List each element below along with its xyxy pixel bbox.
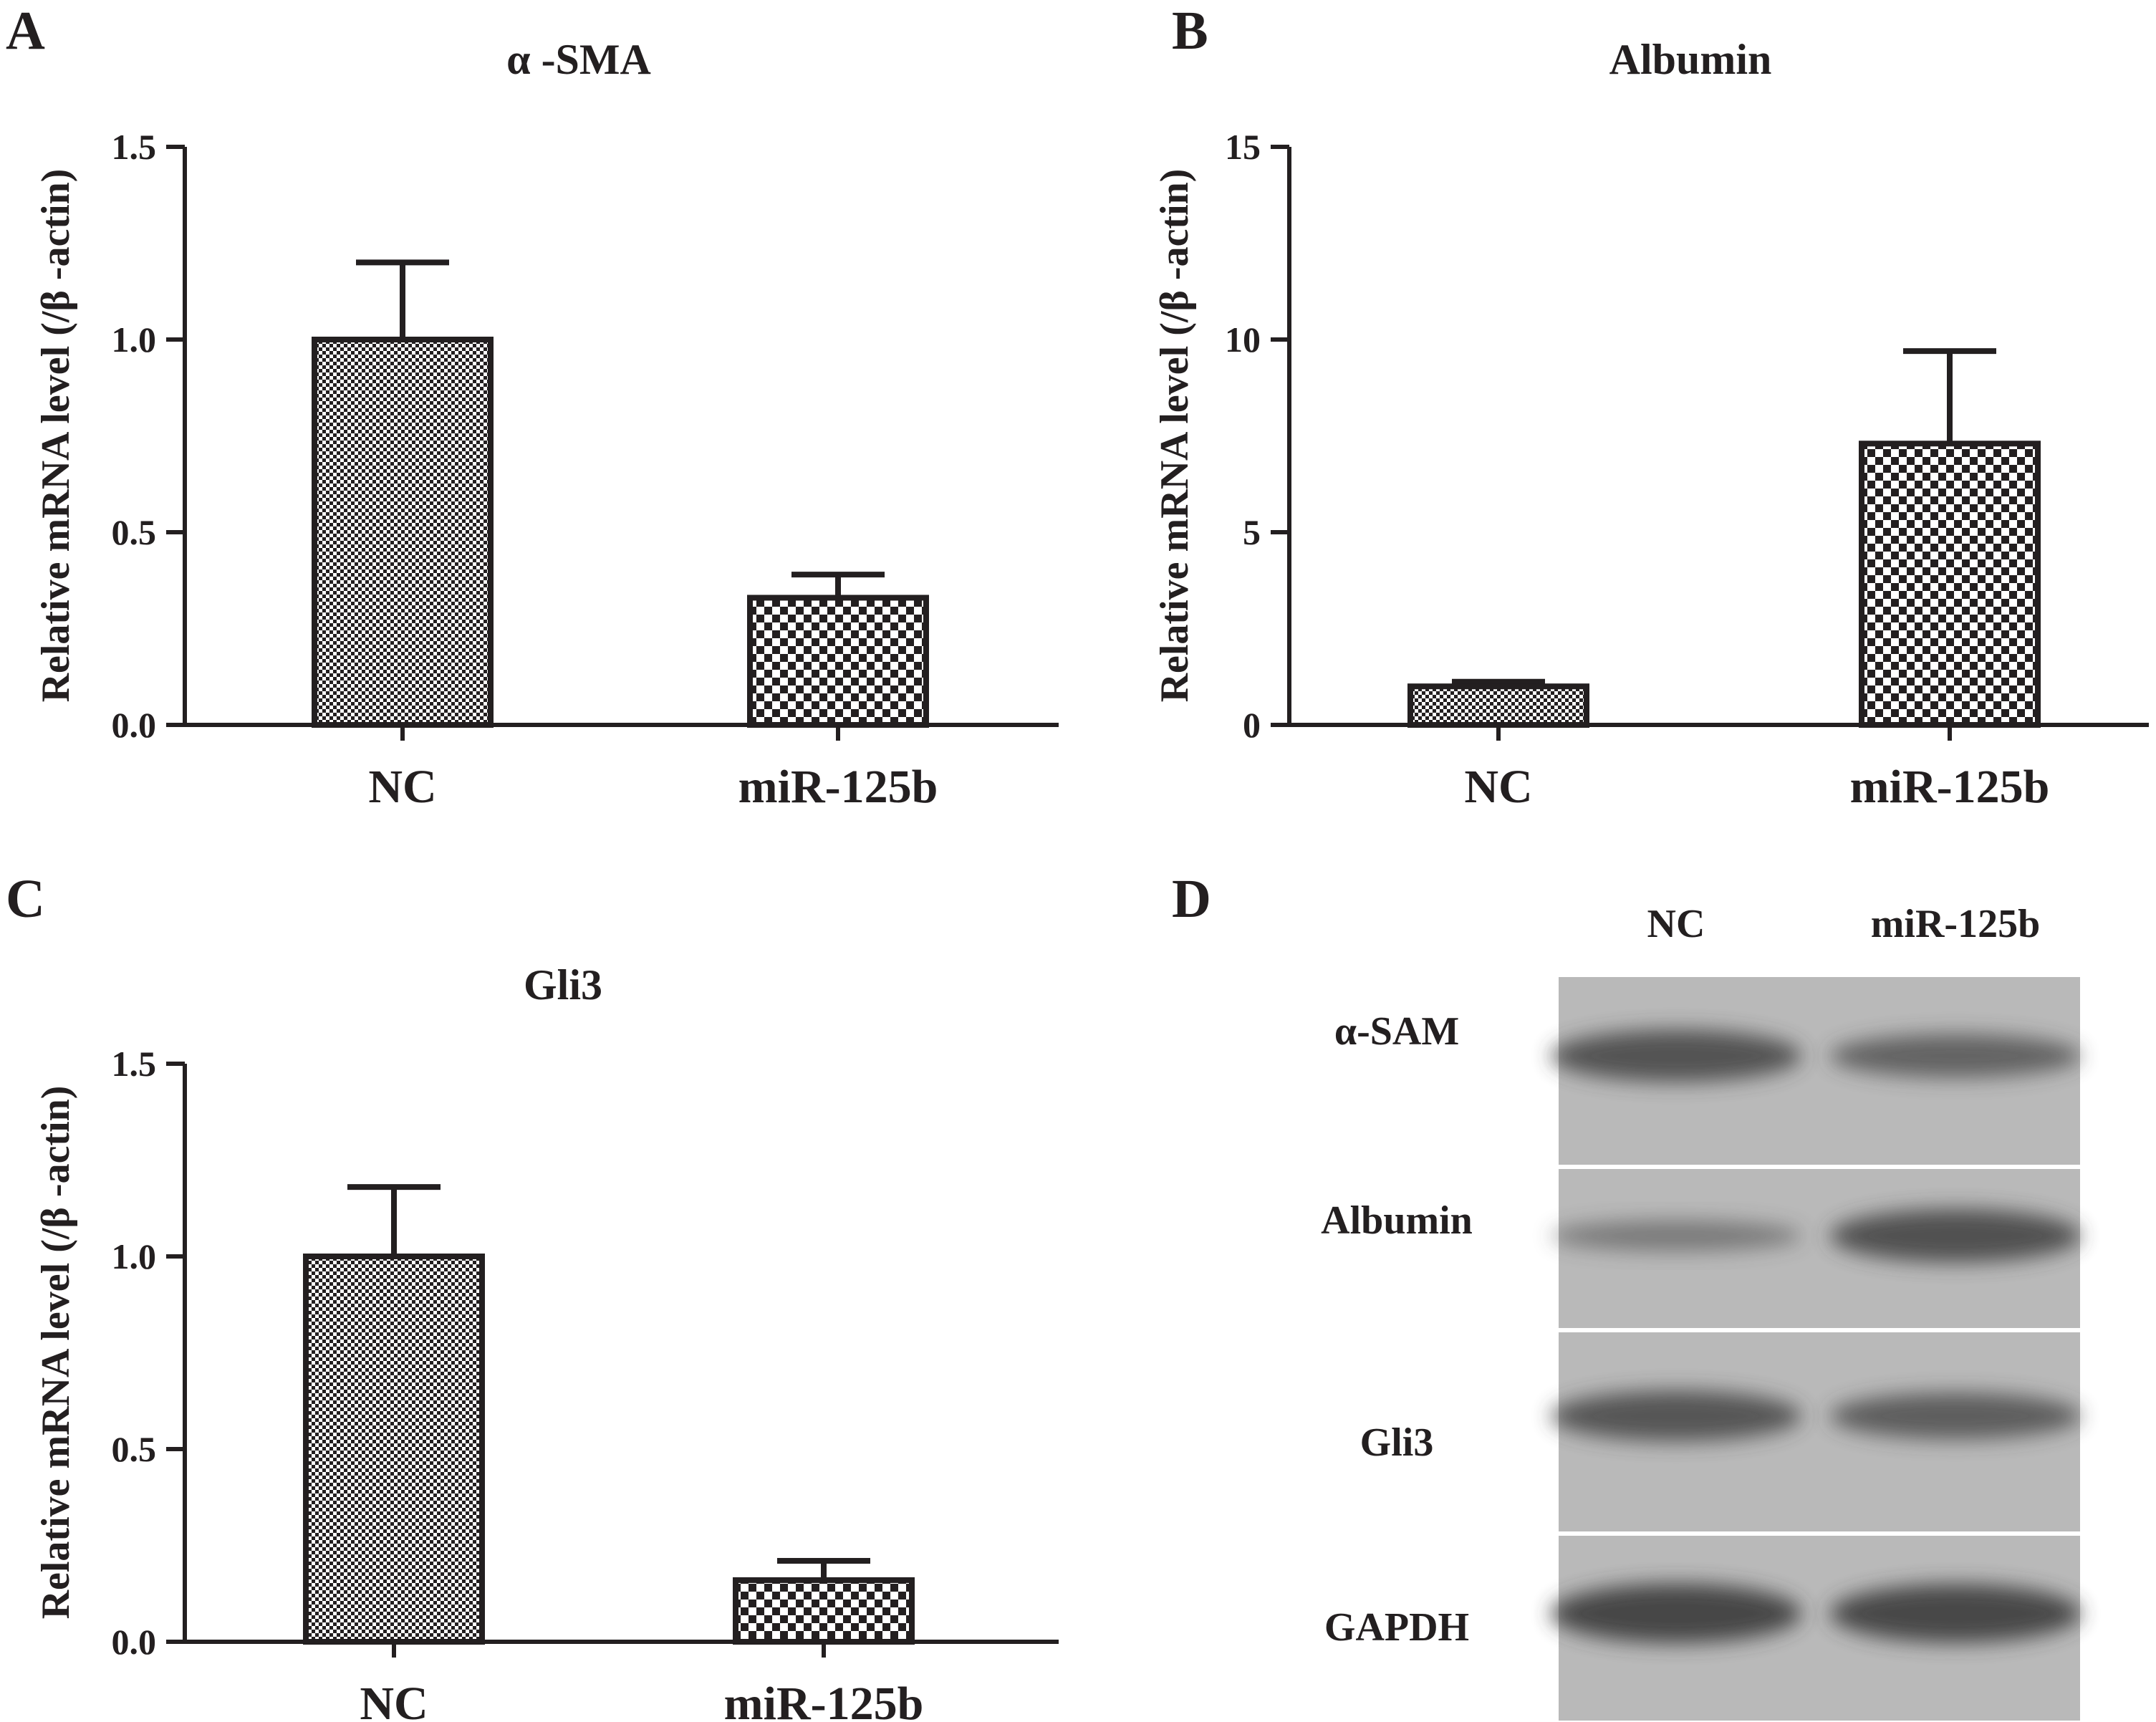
- bar-nc: [303, 1254, 485, 1645]
- y-tick-label: 5: [1243, 512, 1261, 552]
- bar-mir-125b: [733, 1577, 915, 1645]
- blot-band: [1830, 1392, 2081, 1440]
- chart-panel-b: Albumin Relative mRNA level (/β -actin) 0 5…: [1152, 36, 2149, 813]
- y-tick-label: 1.5: [112, 127, 157, 167]
- blot-band: [1830, 1208, 2081, 1263]
- blot-lane-label-nc: NC: [1647, 902, 1705, 946]
- chart-title: α -SMA: [506, 36, 651, 83]
- blot-strip: [1551, 1169, 2081, 1328]
- x-category-label: NC: [360, 1678, 428, 1722]
- panel-letter-d: D: [1172, 869, 1211, 929]
- bar-mir-125b: [747, 595, 929, 728]
- y-tick-label: 0.0: [112, 705, 157, 745]
- y-tick-label: 10: [1225, 319, 1261, 360]
- blot-lane-label-mir-125b: miR-125b: [1871, 902, 2040, 946]
- blot-band: [1551, 1390, 1801, 1442]
- blot-row-label-alpha-sam: α-SAM: [1334, 1009, 1459, 1054]
- y-axis-label: Relative mRNA level (/β -actin): [34, 169, 78, 703]
- x-category-label: NC: [1464, 761, 1532, 813]
- x-category-label: NC: [368, 761, 436, 813]
- western-blot-panel: NC miR-125b α-SAM Albumin Gli3 GAPDH: [1321, 902, 2081, 1721]
- blot-strip: [1551, 1536, 2081, 1721]
- blot-band: [1830, 1584, 2081, 1643]
- y-axis-label: Relative mRNA level (/β -actin): [1152, 169, 1197, 703]
- bar-nc: [312, 337, 494, 728]
- blot-row-label-gapdh: GAPDH: [1324, 1605, 1469, 1650]
- blot-strip: [1551, 977, 2081, 1165]
- y-tick-label: 0.0: [112, 1622, 157, 1662]
- chart-panel-c: Gli3 Relative mRNA level (/β -actin) 0.0 0.…: [34, 961, 1059, 1722]
- y-tick-label: 0.5: [112, 512, 157, 552]
- blot-row-label-albumin: Albumin: [1321, 1198, 1473, 1243]
- blot-row-label-gli3: Gli3: [1360, 1420, 1434, 1465]
- blot-band: [1551, 1029, 1801, 1082]
- chart-title: Albumin: [1609, 36, 1772, 83]
- bar-nc: [1407, 683, 1589, 728]
- bar-mir-125b: [1859, 441, 2041, 728]
- y-tick-label: 1.5: [112, 1044, 157, 1084]
- blot-band: [1551, 1220, 1801, 1251]
- panel-letter-c: C: [6, 869, 45, 929]
- y-tick-label: 1.0: [112, 319, 157, 360]
- y-tick-label: 15: [1225, 127, 1261, 167]
- chart-panel-a: α -SMA Relative mRNA level (/β -actin) 0.0…: [34, 36, 1059, 813]
- y-tick-label: 0: [1243, 705, 1261, 745]
- x-category-label: miR-125b: [724, 1678, 924, 1722]
- blot-strip: [1551, 1332, 2081, 1531]
- panel-letter-b: B: [1172, 1, 1208, 61]
- x-category-label: miR-125b: [1850, 761, 2050, 813]
- blot-band: [1551, 1583, 1801, 1643]
- chart-title: Gli3: [524, 961, 602, 1009]
- y-tick-label: 0.5: [112, 1429, 157, 1469]
- y-tick-label: 1.0: [112, 1236, 157, 1276]
- y-axis-label: Relative mRNA level (/β -actin): [34, 1086, 78, 1620]
- blot-band: [1830, 1034, 2081, 1078]
- x-category-label: miR-125b: [738, 761, 938, 813]
- panel-letter-a: A: [6, 1, 45, 61]
